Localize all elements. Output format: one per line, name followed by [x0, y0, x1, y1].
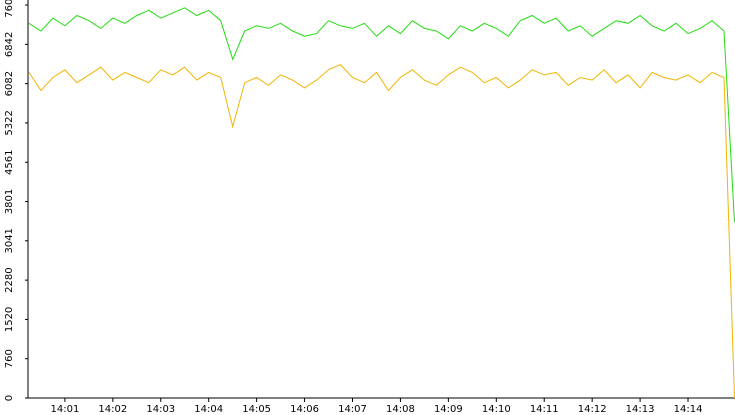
x-tick-label: 14:05 [242, 404, 271, 415]
x-tick-label: 14:04 [194, 404, 223, 415]
y-tick-label: 3041 [4, 228, 15, 253]
y-tick-label: 0 [4, 395, 15, 401]
y-tick-label: 1520 [4, 307, 15, 332]
x-tick-label: 14:06 [290, 404, 319, 415]
x-tick-label: 14:07 [338, 404, 367, 415]
x-tick-label: 14:11 [530, 404, 559, 415]
x-tick-label: 14:14 [674, 404, 703, 415]
y-tick-label: 6842 [4, 32, 15, 57]
x-tick-label: 14:10 [482, 404, 511, 415]
y-tick-label: 2280 [4, 267, 15, 292]
x-tick-label: 14:01 [50, 404, 79, 415]
x-tick-label: 14:13 [626, 404, 655, 415]
y-tick-label: 3801 [4, 189, 15, 214]
series-line [28, 64, 735, 399]
y-tick-label: 7603 [4, 0, 15, 18]
x-tick-label: 14:02 [98, 404, 127, 415]
y-tick-label: 6082 [4, 71, 15, 96]
x-tick-label: 14:08 [386, 404, 415, 415]
x-tick-label: 14:12 [578, 404, 607, 415]
x-tick-label: 14:03 [146, 404, 175, 415]
y-tick-label: 760 [4, 349, 15, 368]
series-line [28, 7, 735, 223]
x-tick-label: 14:09 [434, 404, 463, 415]
y-tick-label: 4561 [4, 150, 15, 175]
y-tick-label: 5322 [4, 110, 15, 135]
